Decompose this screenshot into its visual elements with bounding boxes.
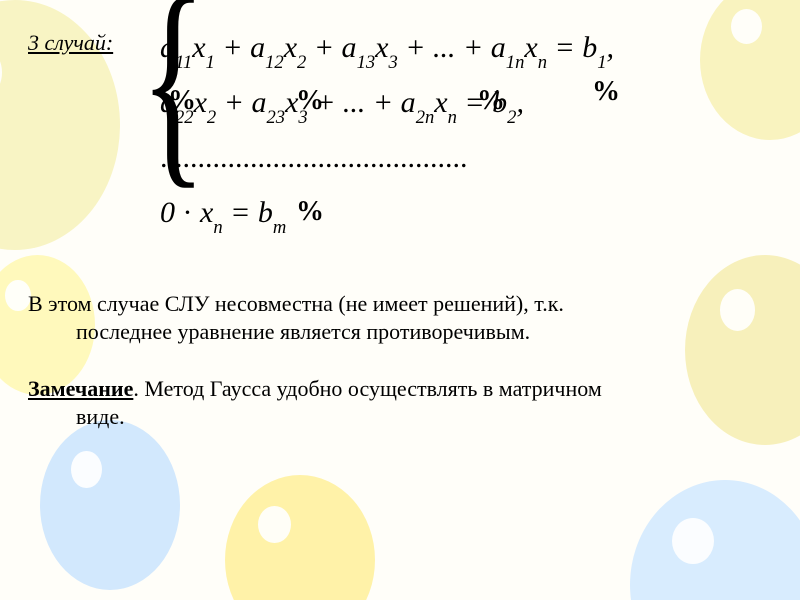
equation-system: { a11x1 + a12x2 + a13x3 + ... + a1nxn = … xyxy=(130,20,740,250)
body-text: В этом случае СЛУ несовместна (не имеет … xyxy=(28,290,760,460)
paragraph-1-line1: В этом случае СЛУ несовместна (не имеет … xyxy=(28,291,564,316)
paragraph-2: Замечание. Метод Гаусса удобно осуществл… xyxy=(28,375,760,430)
eq-line-4: 0 · xn = bm xyxy=(160,185,614,240)
note-rest-2: виде. xyxy=(28,403,760,431)
eq-line-2: a22x2 + a23x3 + ... + a2nxn = b2, xyxy=(160,75,614,130)
balloon-decoration xyxy=(225,475,375,600)
slide-content: 3 случай: { a11x1 + a12x2 + a13x3 + ... … xyxy=(0,0,800,30)
note-label: Замечание xyxy=(28,376,133,401)
case-label: 3 случай: xyxy=(28,30,113,56)
eq-line-1: a11x1 + a12x2 + a13x3 + ... + a1nxn = b1… xyxy=(160,20,614,75)
paragraph-1-line2: последнее уравнение является противоречи… xyxy=(28,318,760,346)
paragraph-1: В этом случае СЛУ несовместна (не имеет … xyxy=(28,290,760,345)
balloon-decoration xyxy=(630,480,800,600)
note-rest-1: . Метод Гаусса удобно осуществлять в мат… xyxy=(133,376,601,401)
equation-lines: a11x1 + a12x2 + a13x3 + ... + a1nxn = b1… xyxy=(160,20,614,240)
